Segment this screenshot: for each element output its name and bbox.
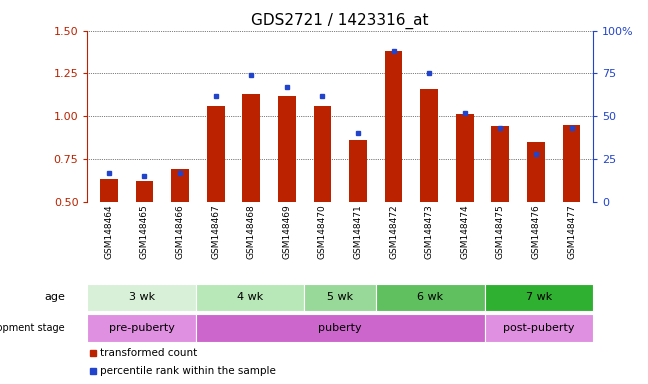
Text: GSM148464: GSM148464 bbox=[104, 204, 113, 259]
Text: GSM148473: GSM148473 bbox=[424, 204, 434, 259]
Bar bbox=[100, 179, 118, 202]
Bar bbox=[304, 284, 376, 311]
Bar bbox=[135, 181, 154, 202]
Bar bbox=[314, 106, 331, 202]
Text: GSM148475: GSM148475 bbox=[496, 204, 505, 259]
Text: 5 wk: 5 wk bbox=[327, 292, 353, 302]
Bar bbox=[485, 284, 593, 311]
Text: 7 wk: 7 wk bbox=[526, 292, 552, 302]
Text: GSM148470: GSM148470 bbox=[318, 204, 327, 259]
Text: GSM148466: GSM148466 bbox=[176, 204, 185, 259]
Text: GSM148467: GSM148467 bbox=[211, 204, 220, 259]
Text: development stage: development stage bbox=[0, 323, 65, 333]
Bar bbox=[196, 314, 485, 342]
Text: GSM148471: GSM148471 bbox=[354, 204, 362, 259]
Bar bbox=[562, 125, 581, 202]
Text: GSM148477: GSM148477 bbox=[567, 204, 576, 259]
Text: GSM148468: GSM148468 bbox=[247, 204, 256, 259]
Text: transformed count: transformed count bbox=[100, 348, 198, 358]
Bar bbox=[485, 314, 593, 342]
Bar bbox=[87, 314, 196, 342]
Text: 3 wk: 3 wk bbox=[128, 292, 155, 302]
Bar bbox=[171, 169, 189, 202]
Bar bbox=[421, 89, 438, 202]
Text: GSM148469: GSM148469 bbox=[283, 204, 292, 259]
Text: percentile rank within the sample: percentile rank within the sample bbox=[100, 366, 276, 376]
Text: GSM148474: GSM148474 bbox=[460, 204, 469, 259]
Text: GSM148476: GSM148476 bbox=[531, 204, 540, 259]
Bar bbox=[207, 106, 224, 202]
Text: post-puberty: post-puberty bbox=[503, 323, 575, 333]
Bar bbox=[456, 114, 474, 202]
Text: 6 wk: 6 wk bbox=[417, 292, 443, 302]
Bar bbox=[376, 284, 485, 311]
Bar bbox=[196, 284, 304, 311]
Bar bbox=[349, 140, 367, 202]
Text: 4 wk: 4 wk bbox=[237, 292, 263, 302]
Bar bbox=[278, 96, 295, 202]
Bar bbox=[87, 284, 196, 311]
Text: age: age bbox=[44, 292, 65, 302]
Text: puberty: puberty bbox=[318, 323, 362, 333]
Bar bbox=[491, 126, 509, 202]
Text: GSM148472: GSM148472 bbox=[389, 204, 398, 259]
Bar bbox=[242, 94, 260, 202]
Bar bbox=[527, 142, 545, 202]
Text: pre-puberty: pre-puberty bbox=[109, 323, 174, 333]
Title: GDS2721 / 1423316_at: GDS2721 / 1423316_at bbox=[251, 13, 429, 29]
Text: GSM148465: GSM148465 bbox=[140, 204, 149, 259]
Bar bbox=[385, 51, 402, 202]
